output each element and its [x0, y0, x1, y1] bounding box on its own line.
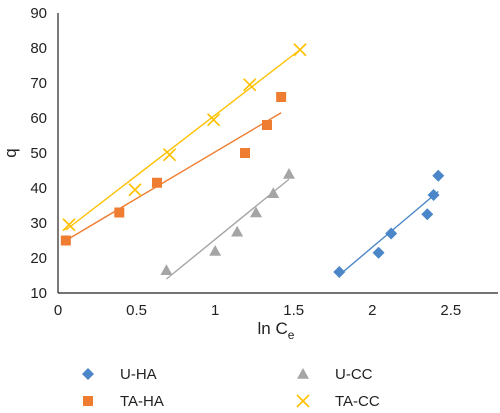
data-point-ta-ha — [60, 235, 71, 246]
legend-label-u-cc: U-CC — [335, 366, 373, 383]
legend-label-u-ha: U-HA — [120, 366, 157, 383]
legend-marker-u-cc — [297, 368, 309, 379]
data-point-u-cc — [283, 168, 295, 179]
data-point-u-cc — [160, 264, 173, 276]
data-point-ta-cc — [293, 43, 307, 57]
data-point-ta-cc — [163, 148, 177, 162]
data-point-ta-ha — [240, 148, 250, 158]
y-tick-label: 10 — [30, 285, 47, 302]
trendlines — [65, 49, 439, 280]
legend-marker-ta-cc — [296, 394, 310, 408]
y-tick-label: 40 — [30, 180, 47, 197]
data-point-u-ha — [427, 189, 440, 201]
legend-label-ta-ha: TA-HA — [120, 393, 164, 410]
y-tick-label: 90 — [30, 5, 47, 22]
data-point-u-cc — [267, 187, 280, 199]
x-tick-labels: 0 0.5 1 1.5 2 2.5 — [54, 302, 461, 319]
data-point-ta-ha — [152, 177, 162, 188]
y-tick-label: 80 — [30, 40, 47, 57]
legend-marker-ta-ha — [83, 396, 93, 406]
x-tick-label: 2.5 — [440, 302, 461, 319]
legend-marker-u-ha — [82, 368, 94, 380]
data-point-ta-ha — [276, 92, 287, 102]
x-tick-label: 0.5 — [126, 302, 147, 319]
data-point-ta-cc — [243, 78, 257, 92]
x-tick-label: 2 — [368, 302, 376, 319]
data-point-u-ha — [432, 169, 445, 182]
data-point-ta-cc — [128, 183, 142, 197]
x-axis-title-subscript: e — [288, 328, 295, 342]
data-point-ta-cc — [62, 218, 76, 232]
data-point-ta-ha — [262, 120, 272, 130]
data-point-u-ha — [372, 246, 385, 259]
legend: U-HA U-CC TA-HA TA-CC — [82, 366, 380, 410]
x-tick-label: 0 — [54, 302, 62, 319]
data-point-u-cc — [231, 225, 244, 237]
y-tick-label: 70 — [30, 75, 47, 92]
data-point-u-ha — [385, 227, 398, 240]
axes — [57, 13, 498, 294]
data-point-u-ha — [333, 266, 346, 278]
legend-label-ta-cc: TA-CC — [335, 393, 380, 410]
x-tick-label: 1 — [211, 302, 219, 319]
data-point-u-ha — [421, 208, 434, 221]
trendline-ta-cc — [65, 49, 301, 231]
y-tick-label: 60 — [30, 110, 47, 127]
x-axis-title: ln Ce — [258, 319, 295, 342]
y-tick-labels: 10 20 30 40 50 60 70 80 90 — [30, 5, 47, 302]
y-tick-label: 20 — [30, 250, 47, 267]
data-markers — [60, 43, 445, 278]
x-tick-label: 1.5 — [283, 302, 304, 319]
data-point-u-cc — [250, 206, 262, 218]
data-point-ta-cc — [207, 113, 221, 127]
x-axis-title-main: ln C — [258, 319, 288, 338]
data-point-ta-ha — [114, 207, 125, 218]
y-tick-label: 30 — [30, 215, 47, 232]
trendline-ta-ha — [65, 112, 282, 242]
data-point-u-cc — [209, 245, 222, 256]
y-tick-label: 50 — [30, 145, 47, 162]
y-axis-title: q — [1, 148, 20, 157]
